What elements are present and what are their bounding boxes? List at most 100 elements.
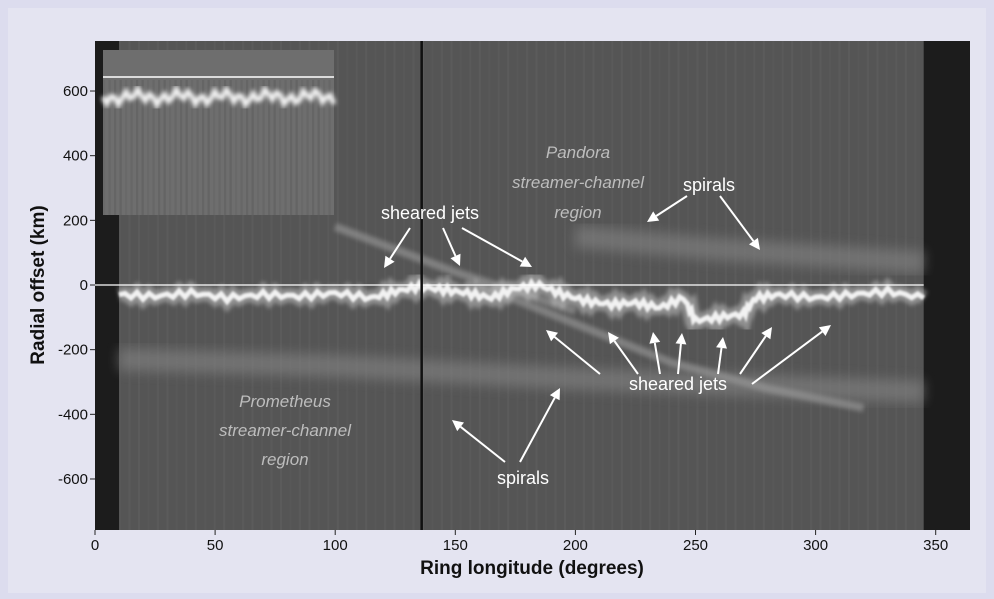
annotation-spirals-bottom: spirals: [497, 468, 549, 488]
inset-stripe: [273, 80, 276, 215]
prometheus-line-3: region: [261, 450, 308, 469]
arrow-head: [818, 325, 831, 336]
inset-stripe: [279, 80, 282, 215]
arrow-shaft: [717, 347, 723, 375]
y-tick-label: 0: [80, 277, 88, 294]
inset-stripe: [295, 80, 298, 215]
arrow-head: [716, 337, 727, 349]
arrow-head: [647, 211, 660, 222]
arrow-shaft: [751, 330, 823, 385]
pandora-region-label: Pandora streamer-channel region: [512, 143, 645, 222]
y-axis-ticks: 600 400 200 0 -200 -400 -600: [58, 83, 95, 488]
y-tick-label: -600: [58, 471, 88, 488]
inset-stripe: [257, 80, 260, 215]
arrow-shaft: [677, 343, 682, 375]
annotation-spirals-top: spirals: [683, 175, 735, 195]
inset-ring-core: [100, 84, 337, 111]
x-tick-label: 200: [563, 537, 588, 554]
inset-stripe: [169, 80, 172, 215]
annotation-arrow: [442, 227, 461, 266]
ring-core: [118, 277, 926, 327]
inset-stripe: [246, 80, 249, 215]
inset-stripe: [213, 80, 216, 215]
annotation-arrow: [719, 195, 760, 250]
inset-stripe: [125, 80, 128, 215]
inset-stripe: [174, 80, 177, 215]
arrow-head: [384, 255, 395, 268]
annotation-arrow: [452, 420, 506, 463]
inset-stripe: [207, 80, 210, 215]
pandora-line-2: streamer-channel: [512, 173, 645, 192]
x-tick-label: 150: [443, 537, 468, 554]
inset-stripe: [119, 80, 122, 215]
inset-stripe: [290, 80, 293, 215]
inset-stripe: [185, 80, 188, 215]
annotation-arrow: [519, 388, 560, 463]
x-tick-label: 350: [923, 537, 948, 554]
inset-stripe: [262, 80, 265, 215]
sheared-jet-track-2: [477, 281, 865, 412]
annotation-sheared-jets-top: sheared jets: [381, 203, 479, 223]
prometheus-line-1: Prometheus: [239, 392, 331, 411]
arrow-shaft: [739, 335, 767, 375]
x-tick-label: 50: [207, 537, 224, 554]
inset-stripe: [141, 80, 144, 215]
arrow-shaft: [459, 426, 506, 463]
arrow-head: [450, 253, 461, 266]
annotation-arrow: [675, 333, 687, 375]
arrow-shaft: [389, 227, 411, 260]
inset-stripe: [301, 80, 304, 215]
inset-stripe: [196, 80, 199, 215]
annotation-arrow: [716, 337, 727, 375]
inset-stripe: [152, 80, 155, 215]
x-tick-label: 100: [323, 537, 348, 554]
inset-stripe: [317, 80, 320, 215]
inset-stripe: [240, 80, 243, 215]
inset-stripe: [284, 80, 287, 215]
arrow-head: [761, 327, 772, 340]
inset-plot: [100, 50, 337, 215]
inset-stripe: [218, 80, 221, 215]
arrow-head: [675, 333, 687, 345]
arrow-shaft: [461, 227, 523, 263]
inset-stripe: [103, 80, 106, 215]
inset-stripe: [147, 80, 150, 215]
y-tick-label: -200: [58, 342, 88, 359]
annotation-arrow: [647, 195, 688, 222]
arrow-head: [452, 420, 464, 432]
plot-layers: [95, 41, 970, 530]
x-tick-label: 250: [683, 537, 708, 554]
arrow-head: [608, 332, 619, 345]
inset-stripe: [312, 80, 315, 215]
annotation-arrows: [384, 195, 831, 463]
arrow-shaft: [442, 227, 457, 257]
prometheus-region-label: Prometheus streamer-channel region: [219, 392, 352, 469]
arrow-head: [546, 330, 558, 342]
y-axis-title: Radial offset (km): [28, 205, 49, 364]
arrow-shaft: [553, 336, 601, 375]
inset-stripe: [191, 80, 194, 215]
annotation-arrow: [461, 227, 532, 267]
inset-stripe: [235, 80, 238, 215]
inset-stripe: [268, 80, 271, 215]
inset-stripe: [224, 80, 227, 215]
x-tick-label: 300: [803, 537, 828, 554]
inset-stripe: [130, 80, 133, 215]
pandora-line-3: region: [554, 203, 601, 222]
inset-stripe: [136, 80, 139, 215]
inset-stripe: [306, 80, 309, 215]
arrow-shaft: [613, 340, 639, 375]
inset-stripe: [163, 80, 166, 215]
arrow-head: [549, 388, 560, 401]
arrow-shaft: [719, 195, 755, 242]
annotation-arrow: [384, 227, 411, 268]
inset-stripe: [323, 80, 326, 215]
annotation-arrow: [546, 330, 601, 375]
y-tick-label: 400: [63, 148, 88, 165]
inset-stripe: [202, 80, 205, 215]
x-axis-title: Ring longitude (degrees): [420, 558, 644, 579]
inset-stripe: [328, 80, 331, 215]
annotation-arrow: [649, 332, 661, 375]
